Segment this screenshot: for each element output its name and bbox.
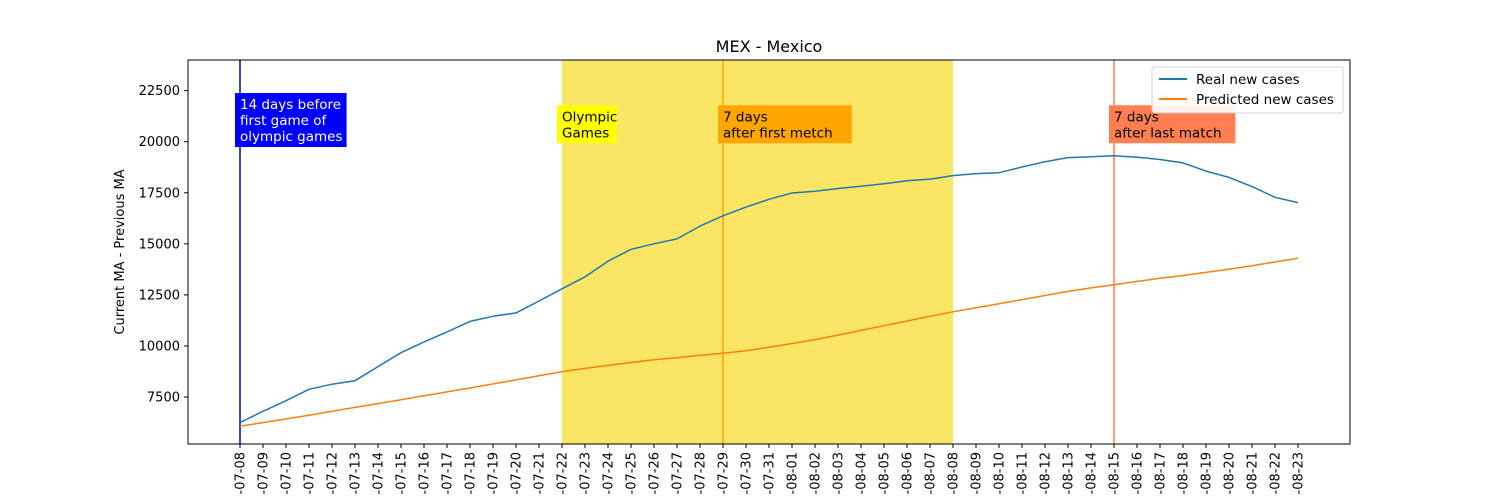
- y-tick-label-4: 17500: [139, 186, 180, 201]
- x-tick-label-32: -08-09: [970, 452, 985, 494]
- x-tick-label-22: -07-30: [740, 452, 755, 494]
- annotation-olympic-games: Olympic Games: [557, 105, 617, 144]
- x-tick-label-42: -08-19: [1200, 452, 1215, 494]
- x-tick-label-20: -07-28: [694, 452, 709, 494]
- x-tick-label-5: -07-13: [349, 452, 364, 494]
- legend-label-0: Real new cases: [1196, 72, 1300, 88]
- x-tick-label-31: -08-08: [947, 452, 962, 494]
- x-tick-label-2: -07-10: [280, 452, 295, 494]
- y-axis-label: Current MA - Previous MA: [113, 169, 128, 334]
- x-tick-label-7: -07-15: [395, 452, 410, 494]
- annotation-olympic-games-box: [557, 105, 617, 144]
- x-tick-label-15: -07-23: [579, 452, 594, 494]
- annotation-after-last-match-text: 7 days after last match: [1114, 109, 1222, 141]
- annotation-olympic-games-line-1: Games: [562, 125, 609, 141]
- x-tick-label-46: -08-23: [1292, 452, 1307, 494]
- annotation-after-first-match-text: 7 days after first metch: [723, 109, 833, 141]
- x-tick-label-19: -07-27: [671, 452, 686, 494]
- y-tick-label-1: 10000: [139, 339, 180, 354]
- y-tick-label-5: 20000: [139, 135, 180, 150]
- annotation-14-days-before-text: 14 days before first game of olympic games: [240, 97, 343, 145]
- x-tick-label-14: -07-22: [556, 452, 571, 494]
- y-tick-label-0: 7500: [147, 391, 180, 406]
- x-tick-label-18: -07-26: [648, 452, 663, 494]
- x-tick-label-34: -08-11: [1016, 452, 1031, 494]
- x-tick-label-39: -08-16: [1131, 452, 1146, 494]
- x-tick-label-6: -07-14: [372, 452, 387, 494]
- series-line-1: [239, 257, 1299, 427]
- y-tick-label-6: 22500: [139, 84, 180, 99]
- y-tick-label-3: 15000: [139, 237, 180, 252]
- annotation-14-days-before-line-2: olympic games: [240, 129, 343, 145]
- x-tick-label-40: -08-17: [1154, 452, 1169, 494]
- annotation-14-days-before-line-0: 14 days before: [240, 97, 341, 113]
- legend: Real new cases Predicted new cases: [1151, 66, 1344, 114]
- series-line-0: [239, 155, 1299, 424]
- x-tick-label-37: -08-14: [1085, 452, 1100, 494]
- x-tick-label-36: -08-13: [1062, 452, 1077, 494]
- annotation-14-days-before-box: [235, 93, 347, 148]
- x-tick-label-27: -08-04: [855, 452, 870, 494]
- annotation-after-last-match-line-1: after last match: [1114, 125, 1222, 141]
- annotation-14-days-before-line-1: first game of: [240, 113, 328, 129]
- x-tick-label-44: -08-21: [1246, 452, 1261, 494]
- annotation-14-days-before: 14 days before first game of olympic games: [235, 93, 347, 148]
- annotation-after-first-match: 7 days after first metch: [718, 105, 852, 144]
- annotation-after-last-match-line-0: 7 days: [1114, 109, 1159, 125]
- legend-box: [1151, 66, 1344, 114]
- series-lines: [239, 155, 1299, 427]
- x-tick-label-17: -07-25: [625, 452, 640, 494]
- x-tick-label-43: -08-20: [1223, 452, 1238, 494]
- x-tick-label-33: -08-10: [993, 452, 1008, 494]
- x-tick-label-26: -08-03: [832, 452, 847, 494]
- x-tick-label-8: -07-16: [418, 452, 433, 494]
- chart-title: MEX - Mexico: [716, 37, 823, 56]
- annotation-olympic-games-line-0: Olympic: [562, 109, 617, 125]
- legend-label-1: Predicted new cases: [1196, 92, 1334, 108]
- annotation-after-first-match-line-1: after first metch: [723, 125, 833, 141]
- x-tick-label-29: -08-06: [901, 452, 916, 494]
- x-tick-label-10: -07-18: [464, 452, 479, 494]
- x-tick-label-3: -07-11: [303, 452, 318, 494]
- x-tick-label-41: -08-18: [1177, 452, 1192, 494]
- annotation-after-first-match-box: [718, 105, 852, 144]
- x-tick-label-28: -08-05: [878, 452, 893, 494]
- x-tick-label-25: -08-02: [809, 452, 824, 494]
- x-tick-label-21: -07-29: [717, 452, 732, 494]
- x-tick-label-45: -08-22: [1269, 452, 1284, 494]
- x-tick-label-11: -07-19: [487, 452, 502, 494]
- x-tick-label-9: -07-17: [441, 452, 456, 494]
- annotations: 14 days before first game of olympic games…: [235, 93, 1236, 148]
- annotation-after-first-match-line-0: 7 days: [723, 109, 768, 125]
- x-tick-label-13: -07-21: [533, 452, 548, 494]
- x-tick-label-12: -07-20: [510, 452, 525, 494]
- x-tick-label-38: -08-15: [1108, 452, 1123, 494]
- x-tick-label-24: -08-01: [786, 452, 801, 494]
- annotation-olympic-games-text: Olympic Games: [562, 109, 617, 141]
- x-tick-label-35: -08-12: [1039, 452, 1054, 494]
- x-tick-label-30: -08-07: [924, 452, 939, 494]
- y-tick-label-2: 12500: [139, 288, 180, 303]
- x-tick-label-0: -07-08: [234, 452, 249, 494]
- x-tick-label-16: -07-24: [602, 452, 617, 494]
- x-tick-label-1: -07-09: [257, 452, 272, 494]
- x-tick-label-4: -07-12: [326, 452, 341, 494]
- axes: 7500 10000 12500 15000 17500 20000 22500 -07-08…: [139, 59, 1351, 494]
- x-tick-label-23: -07-31: [763, 452, 778, 494]
